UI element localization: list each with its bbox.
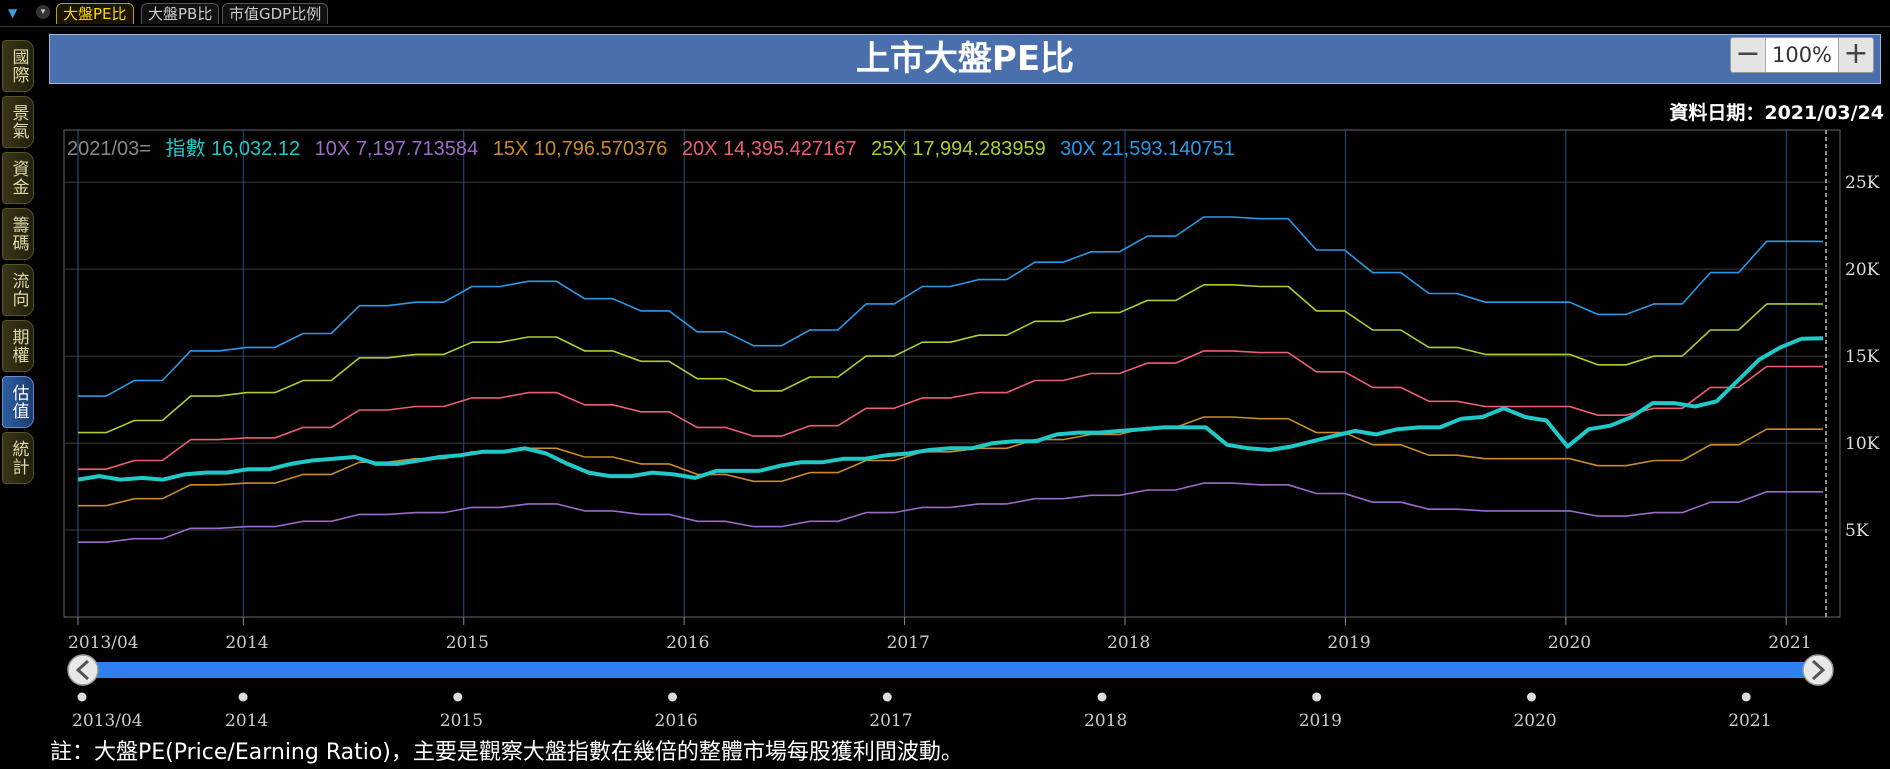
slider-tick-dot	[1312, 692, 1322, 702]
range-slider-track	[80, 662, 1820, 678]
legend-value: 21,593.140751	[1101, 138, 1235, 160]
side-tab-statistics[interactable]: 統計	[2, 432, 34, 484]
slider-tick-dot	[668, 692, 678, 702]
top-tab-strip: ▼ ▾ 大盤PE比 大盤PB比 市值GDP比例	[0, 0, 1890, 27]
slider-tick-dot	[1526, 692, 1536, 702]
legend-prefix: 2021/03=	[67, 138, 151, 160]
legend-value: 16,032.12	[211, 138, 301, 160]
x-tick-label: 2017	[887, 633, 930, 653]
data-date: 資料日期：2021/03/24	[1669, 102, 1884, 124]
tab-menu-icon[interactable]: ▾	[36, 5, 50, 19]
x-tick-label: 2021	[1768, 633, 1811, 653]
series-line	[78, 350, 1824, 471]
slider-tick-label: 2021	[1728, 711, 1771, 731]
x-tick-label: 2016	[666, 633, 709, 653]
side-tab-bar: 國際 景氣 資金 籌碼 流向 期權 估值 統計	[0, 28, 38, 769]
slider-tick-label: 2020	[1513, 711, 1556, 731]
side-tab-chips[interactable]: 籌碼	[2, 208, 34, 260]
chevron-right-icon	[1811, 659, 1826, 681]
side-tab-valuation[interactable]: 估值	[2, 376, 34, 428]
slider-tick-label: 2014	[225, 711, 268, 731]
slider-right-handle[interactable]	[1802, 654, 1834, 686]
tab-market-cap-gdp[interactable]: 市值GDP比例	[222, 3, 329, 24]
slider-tick-label: 2016	[655, 711, 698, 731]
zoom-level: 100%	[1765, 38, 1839, 72]
x-tick-label: 2014	[225, 633, 268, 653]
slider-tick-label: 2015	[440, 711, 483, 731]
legend-item-20x: 20X 14,395.427167	[682, 138, 862, 160]
legend-label: 10X	[314, 138, 351, 160]
y-tick-label: 15K	[1845, 347, 1880, 367]
slider-tick-dot	[1741, 692, 1751, 702]
x-tick-label: 2013/04	[68, 633, 139, 653]
legend-item-30x: 30X 21,593.140751	[1060, 138, 1235, 160]
side-tab-international[interactable]: 國際	[2, 40, 34, 92]
legend-item-index: 指數 16,032.12	[166, 138, 306, 160]
series-line	[78, 216, 1824, 397]
slider-tick-dot	[1097, 692, 1107, 702]
series-line	[78, 283, 1824, 434]
zoom-out-button[interactable]: −	[1735, 36, 1761, 71]
x-tick-label: 2018	[1107, 633, 1150, 653]
x-tick-label: 2015	[446, 633, 489, 653]
zoom-control: − 100% +	[1730, 37, 1874, 73]
slider-tick-label: 2018	[1084, 711, 1127, 731]
slider-left-handle[interactable]	[67, 654, 99, 686]
slider-tick-label: 2017	[869, 711, 912, 731]
slider-tick-label: 2013/04	[72, 711, 143, 731]
side-tab-flow[interactable]: 流向	[2, 264, 34, 316]
legend-value: 17,994.283959	[912, 138, 1046, 160]
slider-tick-dot	[882, 692, 892, 702]
legend-value: 7,197.713584	[355, 138, 479, 160]
tab-pe-ratio[interactable]: 大盤PE比	[56, 3, 134, 24]
legend-label: 30X	[1060, 138, 1096, 160]
legend-label: 25X	[871, 138, 907, 160]
legend-label: 20X	[681, 138, 718, 160]
slider-tick-dot	[453, 692, 463, 702]
y-tick-label: 20K	[1845, 260, 1880, 280]
x-tick-label: 2020	[1548, 633, 1591, 653]
x-tick-label: 2019	[1327, 633, 1370, 653]
chevron-left-icon	[75, 659, 90, 681]
legend-item-15x: 15X 10,796.570376	[493, 138, 673, 160]
legend-label: 15X	[492, 138, 529, 160]
chart-legend: 2021/03= 指數 16,032.12 10X 7,197.713584 1…	[67, 132, 1244, 161]
series-line	[77, 336, 1824, 482]
side-tab-options[interactable]: 期權	[2, 320, 34, 372]
legend-label: 指數	[165, 138, 206, 160]
zoom-in-button[interactable]: +	[1843, 36, 1869, 71]
side-tab-economy[interactable]: 景氣	[2, 96, 34, 148]
page-title: 上市大盤PE比	[855, 39, 1075, 79]
plot-frame	[63, 129, 1841, 618]
y-tick-label: 10K	[1845, 434, 1880, 454]
title-bar: 上市大盤PE比 − 100% +	[49, 34, 1881, 84]
slider-tick-dot	[238, 692, 248, 702]
tab-pb-ratio[interactable]: 大盤PB比	[141, 3, 220, 24]
footnote: 註：大盤PE(Price/Earning Ratio)，主要是觀察大盤指數在幾倍…	[50, 740, 963, 765]
legend-item-25x: 25X 17,994.283959	[871, 138, 1051, 160]
slider-tick-label: 2019	[1299, 711, 1342, 731]
legend-value: 10,796.570376	[533, 138, 668, 160]
legend-value: 14,395.427167	[723, 138, 857, 160]
legend-item-10x: 10X 7,197.713584	[315, 138, 484, 160]
side-tab-funds[interactable]: 資金	[2, 152, 34, 204]
y-tick-label: 25K	[1845, 173, 1880, 193]
y-tick-label: 5K	[1845, 521, 1869, 541]
series-line	[78, 482, 1823, 544]
collapse-arrow-icon[interactable]: ▼	[8, 6, 18, 20]
slider-tick-dot	[77, 692, 87, 702]
